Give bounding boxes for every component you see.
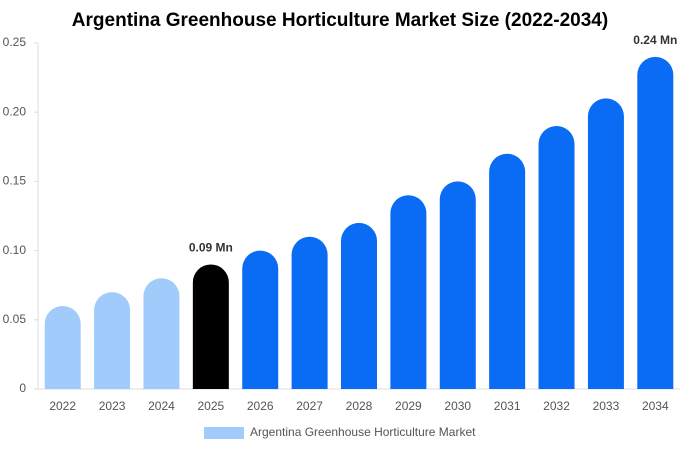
value-label: 0.24 Mn [633,33,677,47]
y-tick-label: 0.10 [3,243,27,257]
bar [489,153,526,389]
bar [291,236,328,389]
bar [439,181,476,389]
bar [192,264,229,389]
bar [390,195,427,389]
value-label: 0.09 Mn [189,241,233,255]
x-tick-label: 2029 [395,399,422,413]
bar [143,278,180,389]
y-tick-label: 0.25 [3,35,27,49]
x-tick-label: 2032 [543,399,570,413]
bar [587,98,624,390]
legend-swatch [204,427,244,439]
x-tick-label: 2027 [296,399,323,413]
bar [44,305,81,389]
y-tick-label: 0 [19,381,26,395]
x-tick-label: 2022 [49,399,76,413]
x-tick-label: 2025 [197,399,224,413]
y-tick-label: 0.20 [3,104,27,118]
x-tick-label: 2028 [346,399,373,413]
x-tick-label: 2030 [444,399,471,413]
x-tick-label: 2031 [494,399,521,413]
x-tick-label: 2034 [642,399,669,413]
y-tick-label: 0.15 [3,174,27,188]
bar [341,222,377,389]
x-tick-label: 2033 [593,399,620,413]
chart-title: Argentina Greenhouse Horticulture Market… [72,10,608,31]
bar [637,56,674,390]
legend-label: Argentina Greenhouse Horticulture Market [250,425,476,439]
bar [242,250,279,389]
bar [94,292,131,389]
x-tick-label: 2026 [247,399,274,413]
x-tick-label: 2023 [99,399,126,413]
bar [538,126,575,390]
x-tick-label: 2024 [148,399,175,413]
y-tick-label: 0.05 [3,312,27,326]
